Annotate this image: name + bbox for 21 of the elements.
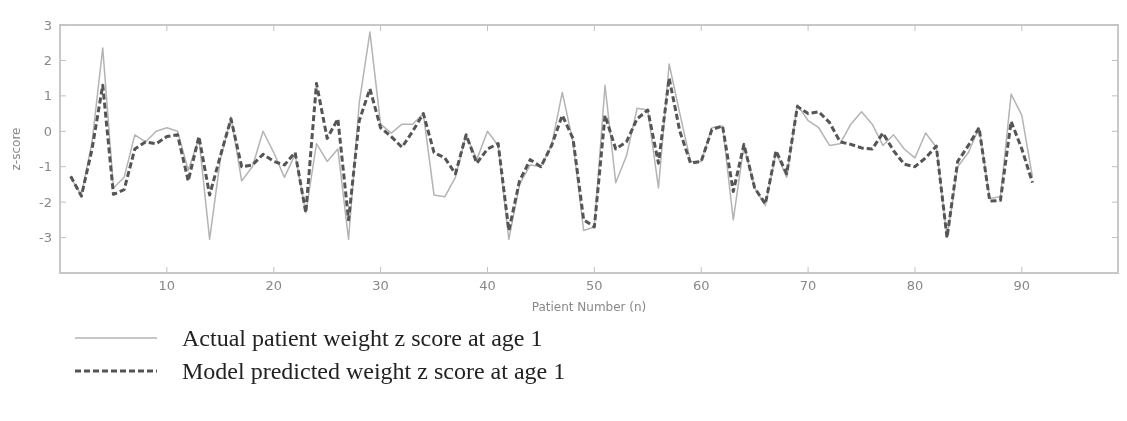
y-tick-label: -3	[39, 230, 52, 246]
x-tick-label: 10	[158, 278, 176, 293]
legend-label: Model predicted weight z score at age 1	[182, 358, 566, 385]
x-tick-label: 20	[265, 278, 283, 293]
y-tick-label: -1	[39, 159, 52, 175]
x-tick-label: 70	[799, 278, 817, 293]
y-axis-title: z-score	[9, 127, 23, 171]
legend-label: Actual patient weight z score at age 1	[182, 325, 543, 352]
y-tick-label: 3	[43, 17, 52, 33]
y-tick-label: 1	[43, 88, 52, 104]
y-tick-label: -2	[39, 194, 52, 210]
x-tick-label: 50	[586, 278, 603, 293]
x-tick-label: 30	[372, 278, 389, 293]
y-tick-label: 0	[43, 123, 52, 139]
line-series	[69, 76, 1035, 240]
x-tick-label: 90	[1013, 278, 1031, 293]
x-tick-label: 40	[479, 278, 496, 293]
y-tick-label: 2	[43, 52, 52, 68]
x-tick-label: 80	[906, 278, 924, 293]
x-axis-title: Patient Number (n)	[531, 300, 647, 314]
x-tick-label: 60	[692, 278, 710, 293]
